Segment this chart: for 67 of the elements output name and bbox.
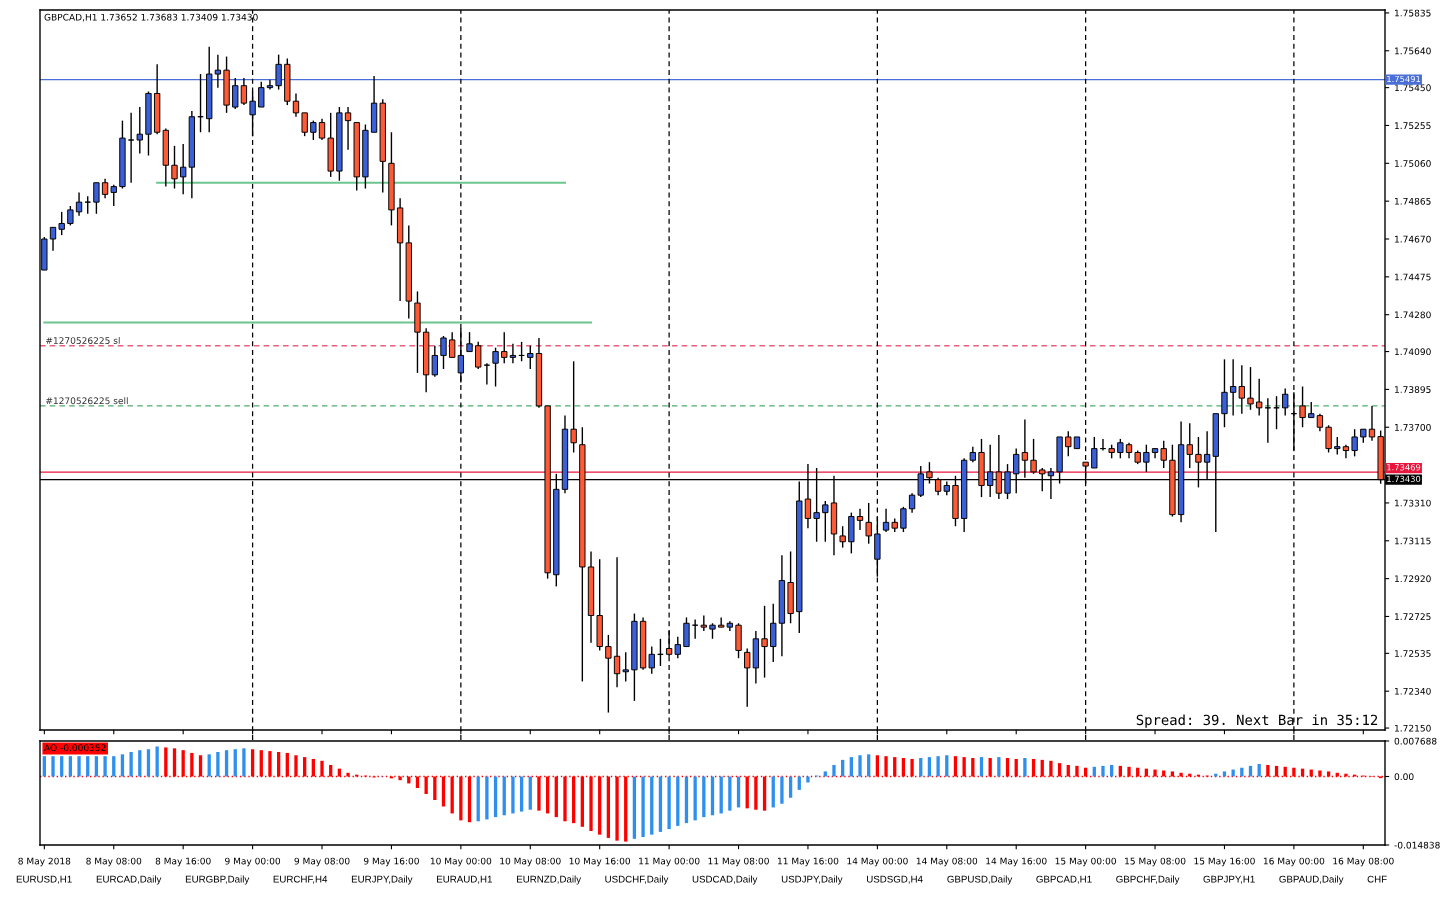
- text: EURNZD,Daily: [517, 875, 582, 885]
- text: EURJPY,Daily: [351, 875, 413, 885]
- x-tick-label: 14 May 08:00: [916, 857, 978, 867]
- y-tick-label: 1.73310: [1395, 499, 1431, 507]
- x-tick-label: 16 May 00:00: [1263, 857, 1325, 867]
- y-tick-label: -0.014838: [1394, 841, 1440, 849]
- x-tick-label: 11 May 00:00: [639, 857, 700, 867]
- y-tick-label: 1.75835: [1395, 9, 1431, 17]
- x-tick-label: 14 May 16:00: [986, 857, 1047, 867]
- ref-line-label: 1.73430: [1387, 475, 1421, 483]
- x-tick-label: 11 May 16:00: [777, 857, 839, 867]
- ref-line-label: 1.75491: [1387, 75, 1421, 83]
- x-tick-label: 11 May 08:00: [708, 857, 769, 867]
- text: GBPAUD,Daily: [1279, 875, 1344, 885]
- y-tick-label: 1.72150: [1395, 724, 1431, 732]
- x-tick-label: 10 May 16:00: [569, 857, 631, 867]
- y-tick-label: 1.74865: [1395, 197, 1431, 205]
- x-tick-label: 8 May 08:00: [86, 857, 142, 867]
- y-tick-label: 0.00: [1394, 773, 1414, 781]
- text: USDSGD,H4: [867, 875, 923, 884]
- text: EURUSD,H1: [16, 875, 72, 884]
- chart-title: AO -0.000352: [44, 744, 106, 752]
- x-tick-label: 16 May 08:00: [1333, 857, 1394, 867]
- x-tick-label: 9 May 00:00: [225, 857, 281, 867]
- text: EURGBP,Daily: [185, 875, 250, 885]
- ref-line-label: #1270526225 sell: [46, 397, 128, 405]
- y-tick-label: 1.72725: [1395, 613, 1431, 621]
- text: GBPCAD,H1: [1036, 875, 1092, 884]
- y-tick-label: 1.73895: [1395, 386, 1431, 393]
- x-tick-label: 15 May 16:00: [1194, 857, 1255, 867]
- x-tick-label: 9 May 16:00: [363, 857, 419, 867]
- x-tick-label: 15 May 00:00: [1055, 857, 1116, 867]
- text: USDJPY,Daily: [781, 875, 843, 885]
- text: USDCHF,Daily: [605, 875, 669, 885]
- y-tick-label: 1.74090: [1395, 348, 1431, 356]
- text: CHF: [1367, 875, 1387, 883]
- text: GBPCHF,Daily: [1116, 875, 1180, 885]
- y-tick-label: 1.73700: [1395, 423, 1431, 431]
- x-tick-label: 10 May 08:00: [500, 857, 561, 867]
- y-tick-label: 1.75255: [1395, 122, 1431, 130]
- y-tick-label: 1.75450: [1395, 84, 1431, 92]
- y-tick-label: 1.75640: [1395, 47, 1431, 55]
- y-tick-label: 1.73115: [1395, 537, 1431, 545]
- text: GBPUSD,Daily: [947, 875, 1013, 885]
- x-tick-label: 8 May 16:00: [155, 857, 211, 867]
- text: EURAUD,H1: [437, 875, 492, 884]
- text: EURCAD,Daily: [96, 875, 162, 885]
- x-tick-label: 14 May 00:00: [847, 857, 908, 867]
- text: GBPJPY,H1: [1203, 875, 1255, 884]
- x-tick-label: 8 May 2018: [18, 857, 71, 867]
- y-tick-label: 0.007688: [1394, 737, 1437, 745]
- chart-title: GBPCAD,H1 1.73652 1.73683 1.73409 1.73430: [44, 13, 258, 22]
- y-tick-label: 1.75060: [1395, 160, 1431, 167]
- x-tick-label: 15 May 08:00: [1125, 857, 1186, 867]
- x-tick-label: 9 May 08:00: [294, 857, 350, 867]
- text: EURCHF,H4: [273, 875, 328, 884]
- text: USDCAD,Daily: [692, 875, 758, 885]
- x-tick-label: 10 May 00:00: [430, 857, 492, 867]
- annotation: Spread: 39. Next Bar in 35:12: [1136, 714, 1378, 728]
- y-tick-label: 1.74280: [1395, 311, 1431, 319]
- y-tick-label: 1.72535: [1395, 650, 1431, 657]
- y-tick-label: 1.72340: [1395, 687, 1431, 695]
- ref-line-label: 1.73469: [1387, 464, 1421, 471]
- ref-line-label: #1270526225 sl: [46, 337, 120, 344]
- y-tick-label: 1.74475: [1395, 273, 1431, 281]
- y-tick-label: 1.74670: [1395, 235, 1431, 243]
- y-tick-label: 1.72920: [1395, 575, 1431, 583]
